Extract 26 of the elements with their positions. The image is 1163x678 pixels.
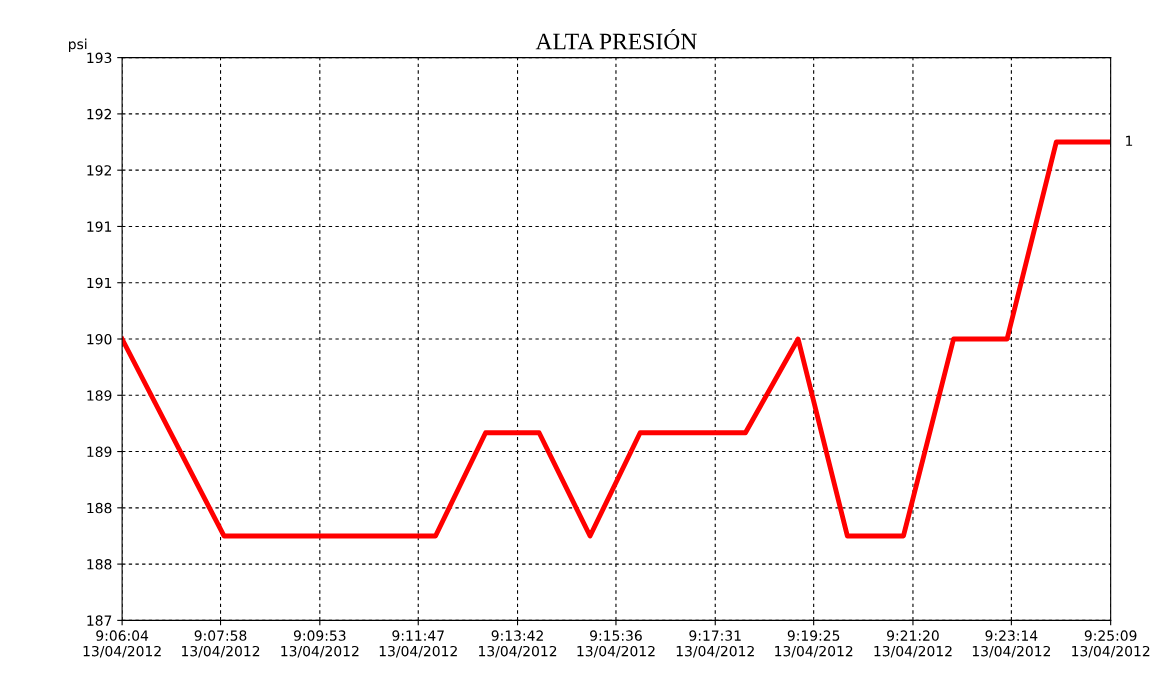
y-tick-label: 188 xyxy=(87,559,112,570)
x-tick-label: 9:13:42 13/04/2012 xyxy=(479,630,557,658)
y-tick-label: 191 xyxy=(87,221,112,232)
x-tick-label: 9:07:58 13/04/2012 xyxy=(182,630,260,658)
x-tick-label: 9:19:25 13/04/2012 xyxy=(775,630,853,658)
x-tick-label: 9:06:04 13/04/2012 xyxy=(83,630,161,658)
y-axis-title: psi xyxy=(69,38,87,52)
x-tick-label: 9:23:14 13/04/2012 xyxy=(972,630,1051,658)
y-tick-label: 192 xyxy=(87,165,111,176)
x-tick-label: 9:17:31 13/04/2012 xyxy=(676,630,754,658)
x-tick-label: 9:11:47 13/04/2012 xyxy=(379,630,457,658)
chart-title: ALTA PRESIÓN xyxy=(535,29,697,50)
y-tick-label: 192 xyxy=(87,108,111,120)
y-tick-label: 187 xyxy=(87,615,112,626)
series-label: 1 xyxy=(1126,135,1133,146)
y-tick-label: 190 xyxy=(87,333,112,345)
x-tick-label: 9:09:53 13/04/2012 xyxy=(281,630,359,658)
line-series xyxy=(122,139,1111,539)
y-tick-label: 189 xyxy=(87,390,112,401)
y-tick-label: 191 xyxy=(87,277,112,289)
x-tick-label: 9:21:20 13/04/2012 xyxy=(874,630,952,658)
x-tick-label: 9:15:36 13/04/2012 xyxy=(577,630,655,658)
x-tick-label: 9:25:09 13/04/2012 xyxy=(1072,630,1150,658)
y-tick-label: 193 xyxy=(87,52,112,64)
y-tick-label: 189 xyxy=(87,446,112,458)
y-tick-label: 188 xyxy=(87,502,112,514)
